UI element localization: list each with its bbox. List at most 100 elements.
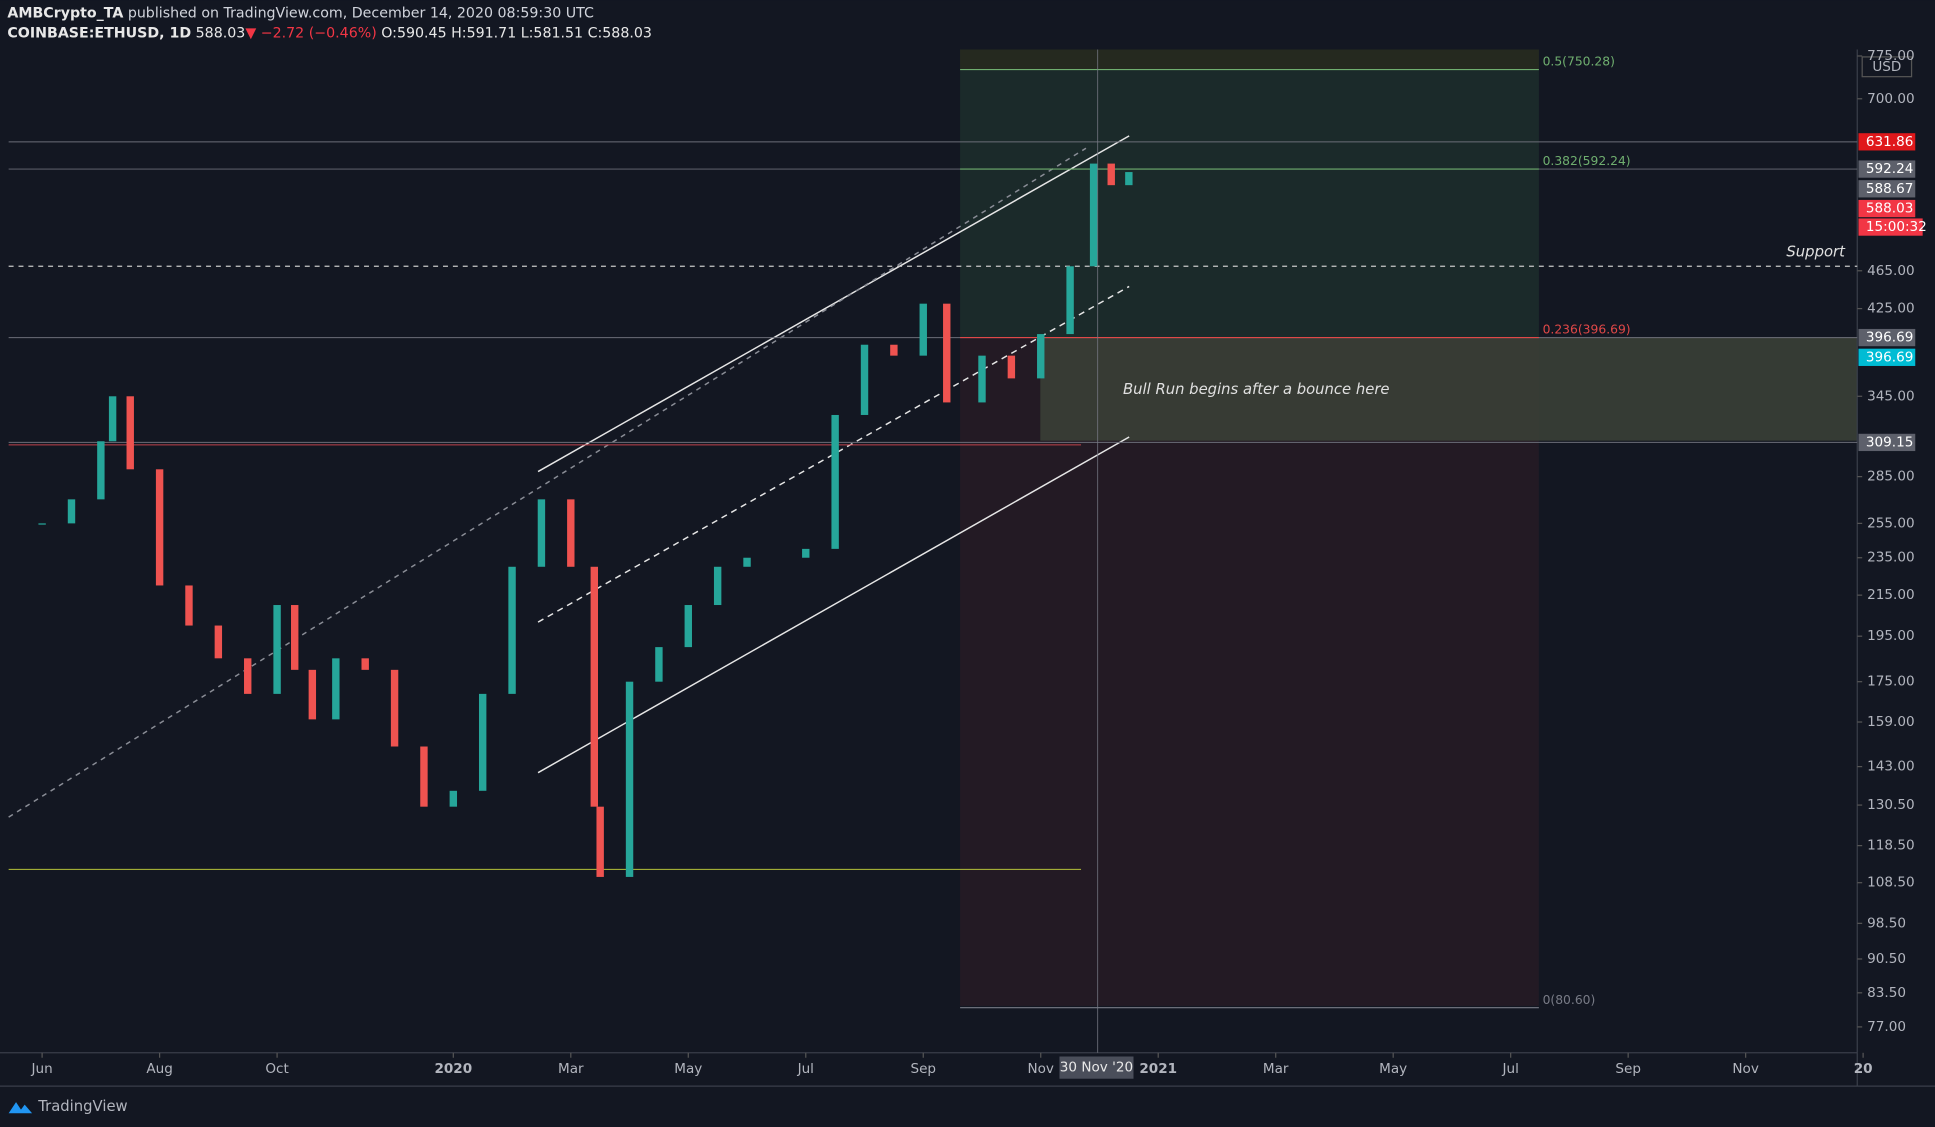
fib-label: 0.236(396.69): [1543, 323, 1631, 337]
published: published on TradingView.com, December 1…: [128, 6, 594, 22]
y-tick-label: 83.50: [1867, 985, 1906, 1001]
candle: [713, 566, 722, 606]
change: ▼ −2.72 (−0.46%): [245, 25, 376, 41]
price-tag-label: 396.69: [1866, 349, 1913, 365]
candle: [449, 790, 458, 807]
price-tag-label: 592.24: [1866, 161, 1913, 177]
x-tick-label: Jun: [31, 1061, 53, 1077]
bounce-zone: [1040, 337, 1858, 441]
header-line-2: COINBASE:ETHUSD, 1D 588.03▼ −2.72 (−0.46…: [7, 25, 652, 41]
candle: [831, 414, 839, 549]
profit-zone: [960, 49, 1539, 338]
x-tick-label: Sep: [1615, 1061, 1641, 1077]
symbol: COINBASE:ETHUSD, 1D: [7, 25, 191, 41]
countdown: 15:00:32: [1866, 219, 1927, 235]
candle: [596, 806, 604, 877]
candle: [214, 625, 223, 659]
candle: [420, 746, 428, 807]
candle: [308, 669, 317, 720]
high: H:591.71: [451, 25, 516, 41]
candle: [537, 499, 546, 567]
price-tag-label: 588.67: [1866, 181, 1913, 197]
candle: [478, 693, 487, 791]
candle: [802, 548, 810, 558]
price-tag: [1858, 433, 1916, 452]
price-tag: [1858, 328, 1916, 347]
candle: [625, 681, 634, 877]
candle: [67, 499, 76, 524]
candle: [1107, 163, 1115, 186]
y-tick-label: 425.00: [1867, 301, 1914, 317]
fib-label: 0.382(592.24): [1543, 154, 1631, 168]
candle: [655, 647, 663, 682]
currency: USD: [1872, 59, 1901, 75]
x-tick-label: Nov: [1027, 1061, 1053, 1077]
y-tick-label: 98.50: [1867, 915, 1906, 931]
price-tag-label: 396.69: [1866, 330, 1913, 346]
candle: [126, 396, 134, 470]
support-label: Support: [1786, 244, 1846, 261]
y-tick-label: 130.50: [1867, 797, 1914, 813]
last: 588.03: [196, 25, 246, 41]
price-tag-label: 631.86: [1866, 134, 1913, 150]
price-tag-label: 588.03: [1866, 201, 1913, 217]
candle: [567, 499, 575, 567]
candle: [590, 566, 598, 807]
x-tick-label: Mar: [1263, 1061, 1289, 1077]
channel: [8, 135, 1130, 818]
header-line-1: AMBCrypto_TA published on TradingView.co…: [7, 6, 594, 22]
x-tick-label: 2020: [434, 1061, 472, 1077]
candle: [390, 669, 399, 747]
cursor-date-box: [1059, 1056, 1134, 1079]
candle: [332, 658, 340, 720]
y-tick-label: 235.00: [1867, 550, 1914, 566]
x-tick-label: Aug: [146, 1061, 172, 1077]
y-tick-label: 345.00: [1867, 388, 1914, 404]
cursor-date: 30 Nov '20: [1060, 1060, 1133, 1076]
y-tick-label: 285.00: [1867, 469, 1914, 485]
candle: [185, 585, 193, 626]
price-tag: [1858, 180, 1916, 198]
channel-upper: [537, 135, 1130, 473]
channel-mid: [537, 285, 1130, 623]
y-tick-label: 215.00: [1867, 587, 1914, 603]
candle: [978, 355, 986, 403]
loss-zone: [960, 337, 1539, 1006]
candle: [860, 344, 869, 415]
candle: [38, 523, 46, 525]
channel-lower: [537, 436, 1130, 774]
fib-label: 0.5(750.28): [1543, 55, 1615, 69]
x-tick-label: May: [674, 1061, 702, 1077]
top-band: [960, 49, 1539, 70]
y-tick-label: 700.00: [1867, 91, 1914, 107]
x-tick-label: May: [1379, 1061, 1407, 1077]
y-tick-label: 143.00: [1867, 759, 1914, 775]
x-tick-label: Sep: [910, 1061, 936, 1077]
currency-box: [1861, 56, 1913, 78]
x-tick-label: Oct: [265, 1061, 288, 1077]
x-tick-label: 20: [1854, 1061, 1873, 1077]
price-tag: [1858, 133, 1916, 151]
price-tag: [1858, 160, 1916, 178]
x-tick-label: 2021: [1139, 1061, 1177, 1077]
candle: [943, 303, 951, 403]
candle: [97, 441, 105, 500]
price-tag-label: 309.15: [1866, 434, 1913, 450]
open: O:590.45: [381, 25, 446, 41]
author: AMBCrypto_TA: [7, 6, 123, 22]
y-tick-label: 775.00: [1867, 48, 1914, 64]
y-tick-label: 195.00: [1867, 628, 1914, 644]
y-tick-label: 255.00: [1867, 515, 1914, 531]
candle: [155, 469, 164, 586]
candle: [1066, 266, 1074, 335]
y-tick-label: 90.50: [1867, 951, 1906, 967]
x-tick-label: Jul: [797, 1061, 814, 1077]
y-tick-label: 77.00: [1867, 1019, 1906, 1035]
countdown-box: [1858, 218, 1923, 236]
candle: [1125, 172, 1133, 186]
candle: [919, 303, 927, 356]
y-tick-label: 159.00: [1867, 714, 1914, 730]
candle: [890, 344, 898, 356]
